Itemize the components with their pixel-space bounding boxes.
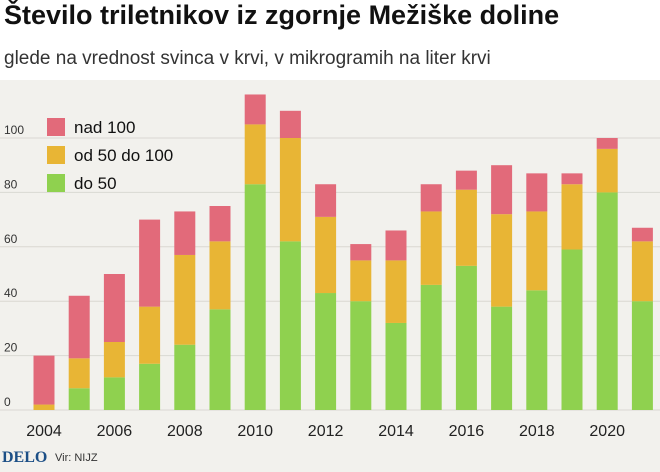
bar-segment [244, 184, 266, 410]
bar-segment [315, 184, 337, 217]
x-tick-label: 2008 [167, 423, 203, 440]
chart-subtitle: glede na vrednost svinca v krvi, v mikro… [4, 48, 491, 69]
bar-segment [526, 173, 548, 212]
x-tick-label: 2010 [237, 423, 273, 440]
bar-segment [596, 138, 618, 149]
y-tick-label: 0 [4, 395, 11, 409]
bar-segment [350, 301, 372, 410]
bar-segment [631, 241, 653, 302]
bar-segment [209, 206, 231, 242]
y-tick-label: 100 [4, 123, 24, 137]
x-tick-label: 2020 [589, 423, 625, 440]
bar-segment [491, 214, 513, 307]
bar-segment [596, 148, 618, 193]
y-tick-label: 80 [4, 177, 18, 191]
x-tick-label: 2012 [308, 423, 344, 440]
legend-swatch [47, 174, 65, 192]
bar-segment [103, 274, 125, 342]
bar-segment [103, 342, 125, 378]
bar-segment [174, 344, 196, 410]
bar-segment [491, 165, 513, 215]
bar-segment [33, 404, 55, 410]
y-tick-label: 60 [4, 232, 18, 246]
bar-segment [68, 358, 90, 389]
bar-segment [420, 184, 442, 212]
bar-segment [526, 290, 548, 410]
bar-segment [385, 260, 407, 323]
chart-title: Število triletnikov iz zgornje Mežiške d… [4, 0, 560, 30]
bar-segment [139, 219, 161, 307]
bar-segment [385, 230, 407, 261]
bar-segment [315, 216, 337, 294]
x-tick-label: 2006 [97, 423, 133, 440]
bar-segment [33, 355, 55, 405]
x-tick-label: 2018 [519, 423, 555, 440]
stacked-bar-chart: 0 20 40 60 80 100 2004 2006 2008 2010 2012 2014 2016… [0, 94, 660, 440]
x-tick-label: 2016 [449, 423, 485, 440]
bar-segment [561, 249, 583, 410]
legend-label: od 50 do 100 [74, 146, 173, 165]
bar-segment [315, 293, 337, 410]
x-tick-label: 2014 [378, 423, 414, 440]
bar-segment [631, 301, 653, 410]
bar-segment [68, 388, 90, 410]
legend-swatch [47, 146, 65, 164]
bar-segment [561, 173, 583, 185]
footer: DELO Vir: NIJZ [0, 448, 660, 472]
bar-segment [420, 211, 442, 285]
bar-segment [491, 306, 513, 410]
bar-segment [209, 309, 231, 410]
bar-segment [174, 211, 196, 255]
bar-segment [209, 241, 231, 310]
bar-segment [279, 241, 301, 410]
legend-swatch [47, 118, 65, 136]
bar-segment [174, 254, 196, 345]
bar-segment [631, 227, 653, 242]
legend-label: do 50 [74, 174, 117, 193]
bar-segment [455, 189, 477, 266]
bar-segment [279, 110, 301, 138]
bar-segment [68, 295, 90, 359]
brand-logo: DELO [2, 449, 48, 466]
bar-segment [455, 265, 477, 410]
bar-segment [455, 170, 477, 190]
x-tick-label: 2004 [26, 423, 62, 440]
bar-segment [420, 284, 442, 410]
bar-segment [526, 211, 548, 291]
bar-segment [244, 94, 266, 125]
bar-segment [385, 322, 407, 410]
bar-segment [350, 260, 372, 302]
y-tick-label: 20 [4, 341, 18, 355]
bar-segment [561, 184, 583, 250]
legend-label: nad 100 [74, 118, 135, 137]
plot-area: 0 20 40 60 80 100 2004 2006 2008 2010 2012 2014 2016… [0, 80, 660, 472]
bar-segment [139, 306, 161, 364]
bar-segment [350, 244, 372, 261]
bar-segment [244, 124, 266, 185]
bar-segment [596, 192, 618, 410]
bar-segment [103, 377, 125, 410]
y-tick-label: 40 [4, 286, 18, 300]
bar-segment [279, 138, 301, 242]
source-note: Vir: NIJZ [55, 452, 98, 464]
bar-segment [139, 363, 161, 410]
